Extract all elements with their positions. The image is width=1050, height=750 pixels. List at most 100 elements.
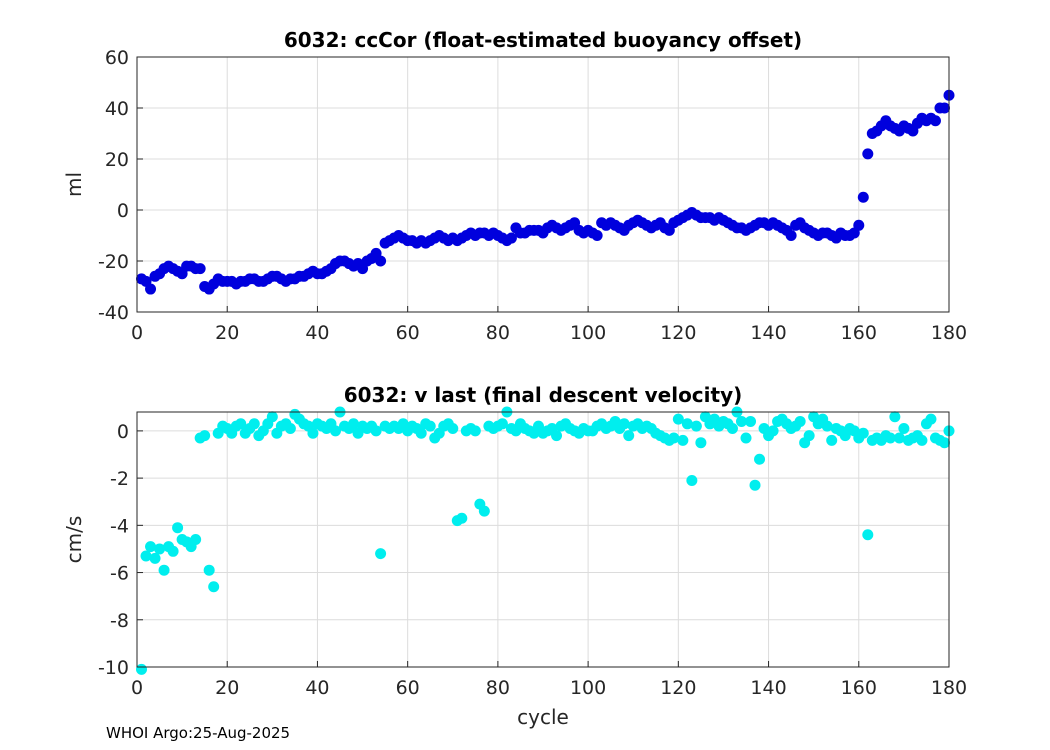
x-tick-label: 120	[660, 322, 696, 344]
x-tick-label: 40	[305, 322, 329, 344]
data-point	[591, 230, 603, 241]
y-tick-label: -4	[110, 515, 129, 537]
data-point	[726, 423, 738, 435]
data-point	[925, 413, 937, 425]
data-point	[929, 115, 941, 127]
data-point	[862, 148, 874, 160]
data-point	[199, 430, 211, 442]
data-point	[172, 522, 184, 534]
data-point	[749, 479, 761, 491]
data-point	[235, 418, 247, 430]
data-point	[618, 418, 630, 430]
y-tick-label: -8	[110, 610, 129, 632]
data-point	[735, 415, 747, 427]
descent-velocity-panel: 0 20 40 60 80 100 120 140 160 180 -10 -8 -6 -4 -2 0 603…	[62, 383, 967, 729]
data-point	[672, 413, 684, 425]
x-tick-label: 0	[131, 322, 143, 344]
x-tick-label: 160	[841, 677, 877, 699]
data-point	[307, 427, 319, 439]
x-tick-label: 140	[750, 322, 786, 344]
data-point	[551, 430, 563, 442]
data-point	[938, 437, 950, 449]
data-point	[681, 418, 693, 430]
chart-title: 6032: ccCor (float-estimated buoyancy of…	[284, 28, 802, 52]
data-point	[136, 663, 148, 675]
data-point	[686, 474, 698, 486]
x-axis-label: cycle	[517, 705, 569, 729]
x-tick-label: 40	[305, 677, 329, 699]
y-tick-label: 40	[105, 98, 129, 120]
data-point	[266, 411, 278, 423]
data-point	[767, 425, 779, 437]
x-tick-label: 180	[931, 677, 967, 699]
data-point	[447, 423, 459, 435]
y-tick-label: -2	[110, 468, 129, 490]
data-point	[167, 545, 179, 557]
data-point	[794, 415, 806, 427]
data-point	[677, 434, 689, 446]
data-point	[740, 432, 752, 444]
data-point	[190, 534, 202, 545]
chart-title: 6032: v last (final descent velocity)	[344, 383, 743, 407]
plot-area-border	[136, 56, 950, 313]
data-point	[745, 415, 757, 427]
x-tick-label: 0	[131, 677, 143, 699]
data-point	[496, 418, 508, 430]
data-point	[145, 283, 157, 295]
data-point	[424, 420, 436, 432]
y-tick-label: -20	[98, 251, 129, 273]
data-points	[136, 89, 955, 295]
data-point	[145, 541, 157, 553]
data-point	[754, 453, 766, 465]
data-point	[898, 423, 910, 435]
y-tick-label: 0	[117, 200, 129, 222]
data-point	[803, 430, 815, 442]
y-axis-label: ml	[62, 172, 86, 197]
data-point	[623, 430, 635, 442]
data-point	[668, 432, 680, 444]
data-point	[505, 232, 517, 244]
data-point	[853, 219, 865, 231]
y-tick-label: -6	[110, 563, 129, 585]
data-point	[415, 427, 427, 439]
data-point	[821, 420, 833, 432]
tick-labels: 0 20 40 60 80 100 120 140 160 180 -40 -20 0 20 40 60	[98, 47, 967, 344]
data-point	[862, 529, 874, 541]
data-point	[370, 425, 382, 437]
data-point	[140, 550, 152, 562]
plot-area-background	[137, 412, 949, 667]
x-tick-label: 180	[931, 322, 967, 344]
y-axis-label: cm/s	[62, 516, 86, 564]
data-point	[893, 432, 905, 444]
data-point	[916, 434, 928, 446]
x-tick-label: 100	[570, 677, 606, 699]
x-tick-label: 20	[215, 322, 239, 344]
data-point	[695, 437, 707, 449]
data-point	[329, 425, 341, 437]
data-point	[857, 191, 869, 203]
data-point	[248, 418, 260, 430]
plot-area-border	[136, 411, 950, 668]
x-tick-label: 100	[570, 322, 606, 344]
y-tick-label: 20	[105, 149, 129, 171]
data-point	[348, 418, 360, 430]
x-tick-label: 160	[841, 322, 877, 344]
x-tick-label: 60	[396, 677, 420, 699]
data-point	[456, 512, 468, 524]
x-tick-label: 140	[750, 677, 786, 699]
data-point	[785, 230, 797, 241]
data-point	[208, 581, 220, 593]
data-point	[158, 564, 170, 576]
data-point	[884, 432, 896, 444]
footer-credit: WHOI Argo:25-Aug-2025	[106, 724, 291, 742]
y-tick-label: 60	[105, 47, 129, 69]
data-point	[469, 425, 481, 437]
y-tick-label: 0	[117, 421, 129, 443]
data-point	[203, 564, 215, 576]
data-point	[284, 423, 296, 435]
data-point	[194, 263, 206, 275]
data-point	[857, 427, 869, 439]
data-point	[375, 548, 387, 560]
data-point	[690, 420, 702, 432]
